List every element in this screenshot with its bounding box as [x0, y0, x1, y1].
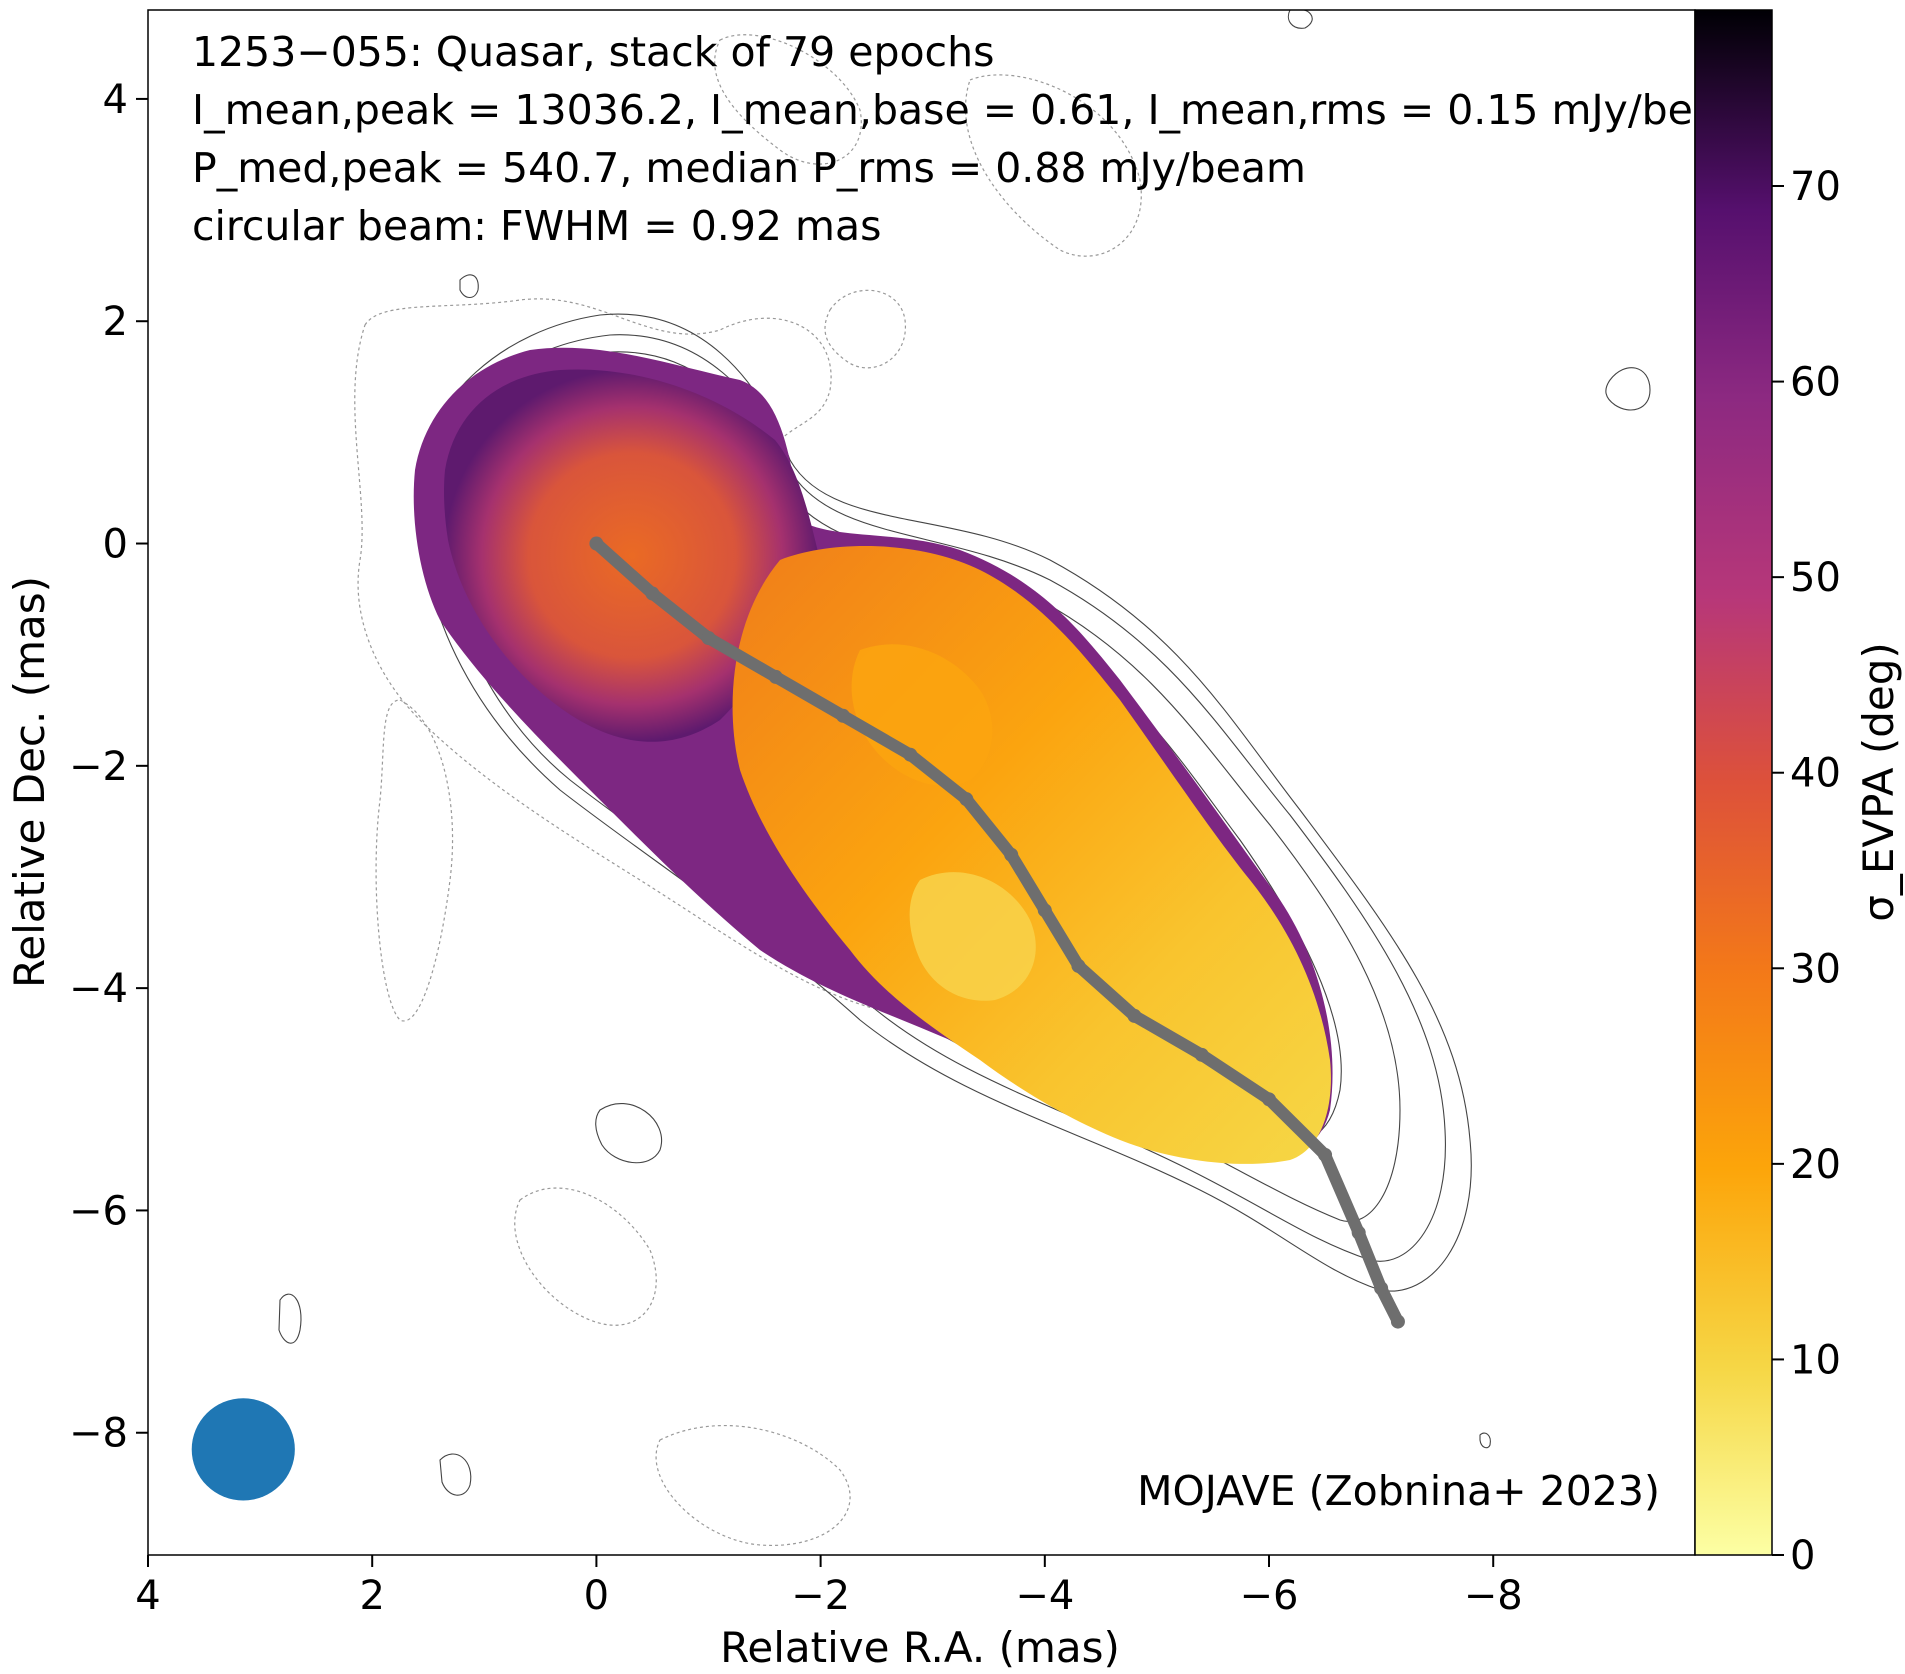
colorbar-tick-label: 70	[1790, 164, 1841, 210]
y-axis: 4 2 0 −2 −4 −6 −8	[69, 77, 148, 1457]
ridge-point	[903, 747, 918, 762]
ridge-point	[768, 669, 783, 684]
y-tick-label: 0	[103, 522, 128, 568]
ridge-point	[1037, 903, 1052, 918]
ridge-point	[1071, 958, 1086, 973]
dotted-contour	[375, 699, 454, 1022]
solid-contour	[459, 274, 479, 299]
x-tick-label: 4	[135, 1573, 160, 1619]
evpa-map	[413, 347, 1333, 1164]
ridge-point	[1127, 1008, 1142, 1023]
dotted-contour	[714, 34, 862, 165]
evpa-bright-region	[909, 872, 1036, 1001]
title-line-4: circular beam: FWHM = 0.92 mas	[192, 202, 881, 250]
y-tick-label: −6	[69, 1188, 128, 1234]
ridge-point	[645, 586, 660, 601]
dotted-contour	[824, 289, 906, 369]
y-tick-label: −8	[69, 1411, 128, 1457]
beam-ellipse	[191, 1398, 295, 1501]
x-tick-label: 2	[359, 1573, 384, 1619]
evpa-knot-region	[851, 644, 993, 786]
y-axis-label: Relative Dec. (mas)	[5, 576, 54, 988]
colorbar-tick-label: 50	[1790, 555, 1841, 601]
title-line-3: P_med,peak = 540.7, median P_rms = 0.88 …	[192, 144, 1306, 192]
ridge-point	[1351, 1225, 1366, 1240]
ridge-point	[836, 708, 851, 723]
x-tick-label: −2	[791, 1573, 850, 1619]
solid-contour	[595, 1103, 663, 1164]
ridge-points	[589, 536, 1405, 1329]
ridge-point	[1004, 847, 1019, 862]
dotted-contour	[964, 74, 1142, 257]
solid-contour	[439, 1453, 472, 1496]
x-axis-label: Relative R.A. (mas)	[720, 1623, 1120, 1672]
y-tick-label: 4	[103, 77, 128, 123]
colorbar-frame	[1694, 9, 1773, 1556]
x-tick-label: 0	[584, 1573, 609, 1619]
ridge-point	[1374, 1281, 1389, 1296]
colorbar-gradient	[1695, 10, 1772, 1555]
x-tick-label: −6	[1240, 1573, 1299, 1619]
dotted-contour	[514, 1187, 657, 1326]
credit-annotation: MOJAVE (Zobnina+ 2023)	[1137, 1467, 1660, 1515]
y-tick-label: 2	[103, 299, 128, 345]
x-axis: 4 2 0 −2 −4 −6 −8	[135, 1555, 1523, 1619]
colorbar-tick-label: 60	[1790, 360, 1841, 406]
x-tick-label: −8	[1464, 1573, 1523, 1619]
y-tick-label: −4	[69, 966, 128, 1012]
colorbar-tick-label: 20	[1790, 1142, 1841, 1188]
ridge-point	[959, 792, 974, 807]
ridge-point	[1262, 1092, 1277, 1107]
solid-contour	[1287, 10, 1313, 29]
ridge-point	[1390, 1314, 1405, 1329]
x-tick-label: −4	[1015, 1573, 1074, 1619]
solid-contour	[1479, 1432, 1491, 1449]
title-line-1: 1253−055: Quasar, stack of 79 epochs	[192, 28, 994, 76]
y-tick-label: −2	[69, 744, 128, 790]
dotted-contour	[655, 1424, 851, 1546]
colorbar-tick-label: 40	[1790, 751, 1841, 797]
ridge-point	[1318, 1147, 1333, 1162]
ridge-point	[1194, 1047, 1209, 1062]
colorbar-label: σ_EVPA (deg)	[1854, 642, 1903, 922]
colorbar-ticks: 0 10 20 30 40 50 60 70	[1772, 164, 1841, 1579]
ridge-point	[701, 631, 716, 646]
colorbar: 0 10 20 30 40 50 60 70 σ_EVPA (deg)	[1694, 9, 1903, 1579]
solid-contour	[278, 1293, 302, 1344]
plot-area	[191, 10, 1651, 1546]
solid-contour	[1605, 367, 1651, 411]
title-line-2: I_mean,peak = 13036.2, I_mean,base = 0.6…	[192, 86, 1758, 134]
title-block: 1253−055: Quasar, stack of 79 epochs I_m…	[192, 28, 1758, 250]
colorbar-tick-label: 30	[1790, 946, 1841, 992]
ridge-point	[589, 536, 604, 551]
colorbar-tick-label: 0	[1790, 1533, 1815, 1579]
colorbar-tick-label: 10	[1790, 1337, 1841, 1383]
